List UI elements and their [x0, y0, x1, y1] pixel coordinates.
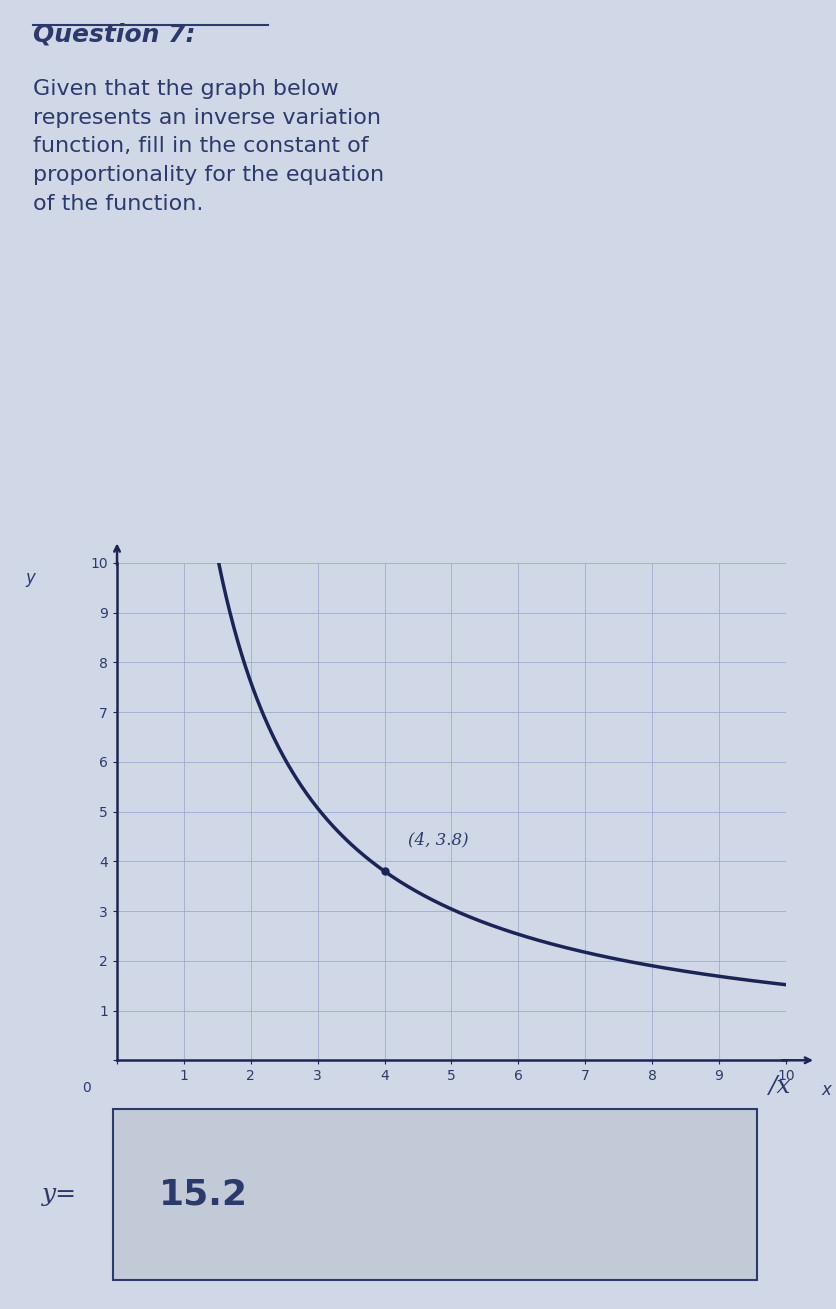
Text: y=: y=: [42, 1183, 77, 1206]
Text: /x: /x: [769, 1075, 792, 1097]
Text: x: x: [821, 1081, 831, 1100]
Text: Question 7:: Question 7:: [33, 22, 196, 47]
Text: y: y: [25, 569, 35, 586]
Text: 0: 0: [83, 1081, 91, 1094]
Text: (4, 3.8): (4, 3.8): [408, 831, 469, 848]
Text: 15.2: 15.2: [159, 1178, 247, 1212]
FancyBboxPatch shape: [113, 1109, 757, 1280]
Text: Given that the graph below
represents an inverse variation
function, fill in the: Given that the graph below represents an…: [33, 79, 385, 213]
